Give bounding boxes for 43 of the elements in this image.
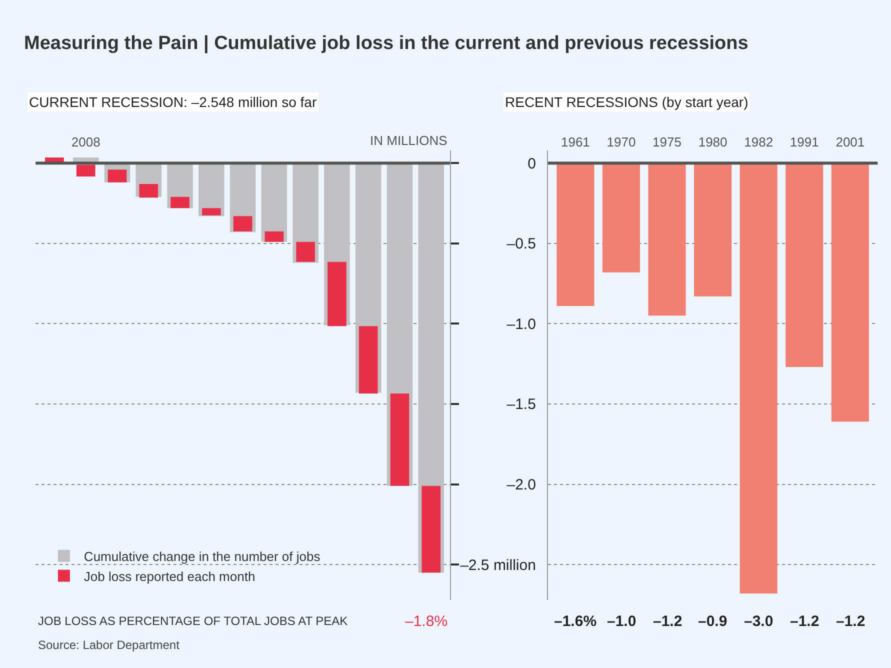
text: –1.2 [790, 613, 820, 630]
x-tick-label: 1980 [698, 134, 728, 150]
bar [264, 231, 284, 242]
text: IN MILLIONS [370, 133, 448, 148]
chart-title: Measuring the Pain | Cumulative job loss in the current and previous recessions [24, 33, 748, 54]
x-tick-label: 2001 [836, 134, 865, 150]
text: –1.2 [653, 613, 682, 630]
legend-label: Job loss reported each month [84, 568, 256, 584]
x-tick-label: 1991 [790, 134, 819, 150]
chart-subtitle: CURRENT RECESSION: –2.548 million so far [29, 94, 317, 110]
x-tick-label: 2008 [71, 134, 100, 150]
y-tick-label: –0.5 [506, 236, 536, 253]
y-tick-label: –1.5 [506, 396, 536, 414]
text: –3.0 [744, 613, 774, 630]
x-tick-label: 1975 [652, 134, 682, 150]
x-tick-label: 1961 [560, 134, 590, 150]
bar [261, 163, 288, 242]
bar [422, 486, 441, 573]
text: –1.0 [607, 613, 636, 630]
bar [108, 170, 127, 182]
bar [139, 184, 158, 198]
y-tick-label: –1.0 [506, 316, 536, 333]
x-tick-label: 1970 [606, 134, 636, 150]
bar [170, 196, 190, 208]
bar [233, 216, 252, 232]
y-tick-label: 0 [528, 155, 536, 172]
text: –1.2 [836, 613, 866, 630]
bar [390, 394, 410, 486]
y-tick-label: –2.0 [506, 476, 536, 494]
bar [328, 262, 346, 326]
legend-label: Cumulative change in the number of jobs [84, 548, 321, 564]
bar [296, 242, 315, 262]
text: –0.9 [698, 613, 728, 630]
text: JOB LOSS AS PERCENTAGE OF TOTAL JOBS AT PEAK [38, 614, 348, 628]
text: –1.8% [405, 613, 448, 630]
text: –1.6% [554, 613, 597, 630]
y-tick-label: –2.5 million [460, 556, 536, 574]
chart-title: RECENT RECESSIONS (by start year) [505, 94, 748, 110]
bar [76, 164, 96, 176]
bar [358, 326, 378, 394]
source-note: Source: Labor Department [38, 638, 180, 652]
bar [202, 208, 221, 216]
x-tick-label: 1982 [744, 134, 774, 150]
